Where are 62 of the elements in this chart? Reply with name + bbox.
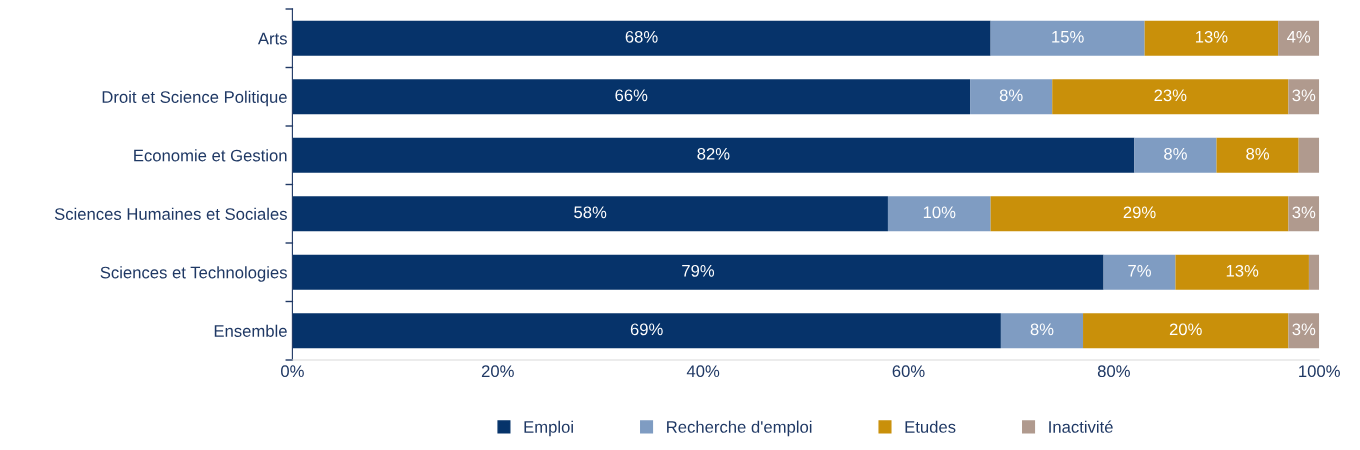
bar	[1298, 137, 1320, 173]
bar	[292, 313, 1001, 349]
bar	[1308, 254, 1320, 290]
bar	[1288, 196, 1320, 232]
bar	[1288, 313, 1320, 349]
data-label: 29%	[1123, 206, 1156, 219]
data-label: 3%	[1292, 323, 1316, 336]
legend-label: Inactivité	[1049, 420, 1113, 433]
y-tick-label: Economie et Gestion	[134, 149, 287, 162]
bar	[990, 196, 1289, 232]
x-tick-label: 40%	[686, 365, 720, 378]
data-label: 8%	[1030, 323, 1054, 336]
bar	[1175, 254, 1309, 290]
bar	[1278, 20, 1320, 56]
data-label: 68%	[625, 30, 658, 43]
data-label: 66%	[615, 89, 648, 102]
bar	[990, 20, 1145, 56]
data-label: 15%	[1052, 30, 1084, 43]
legend-label: Etudes	[905, 420, 956, 433]
y-tick-label: Sciences Humaines et Sociales	[54, 207, 287, 220]
x-tick-label: 100%	[1299, 365, 1340, 378]
bar	[292, 254, 1104, 290]
bar	[292, 137, 1135, 173]
data-label: 58%	[574, 206, 607, 219]
x-tick-label: 80%	[1097, 365, 1130, 378]
bar	[1000, 313, 1084, 349]
bar	[292, 20, 991, 56]
legend-label: Emploi	[524, 420, 573, 437]
legend-label: Recherche d'emploi	[667, 420, 812, 437]
x-tick-label: 60%	[892, 365, 925, 378]
data-label: 79%	[682, 264, 715, 277]
data-label: 4%	[1287, 30, 1311, 43]
data-label: 10%	[923, 206, 956, 219]
data-label: 13%	[1195, 30, 1228, 43]
bar	[1216, 137, 1299, 173]
bar	[887, 196, 991, 232]
y-tick-label: Arts	[257, 32, 287, 45]
bar	[1083, 313, 1289, 349]
data-label: 23%	[1154, 89, 1187, 102]
bar	[1052, 79, 1289, 115]
data-label: 8%	[999, 89, 1023, 102]
bar	[1144, 20, 1279, 56]
y-tick-label: Droit et Science Politique	[102, 90, 287, 107]
x-tick-label: 20%	[481, 365, 514, 378]
bar	[1288, 79, 1320, 115]
data-label: 13%	[1226, 264, 1259, 277]
data-label: 3%	[1292, 206, 1316, 219]
bar	[292, 196, 888, 232]
y-tick-label: Sciences et Technologies	[100, 266, 287, 282]
data-label: 3%	[1292, 89, 1316, 102]
data-label: 7%	[1128, 264, 1151, 277]
x-tick-label: 0%	[281, 365, 304, 378]
bar	[970, 79, 1053, 115]
data-label: 20%	[1169, 323, 1202, 336]
data-label: 8%	[1246, 147, 1270, 160]
bar	[1134, 137, 1217, 173]
bar	[1103, 254, 1176, 290]
data-label: 8%	[1164, 147, 1187, 160]
data-label: 69%	[630, 323, 663, 336]
data-label: 82%	[697, 147, 730, 160]
bar	[292, 79, 971, 115]
y-tick-label: Ensemble	[214, 324, 287, 337]
